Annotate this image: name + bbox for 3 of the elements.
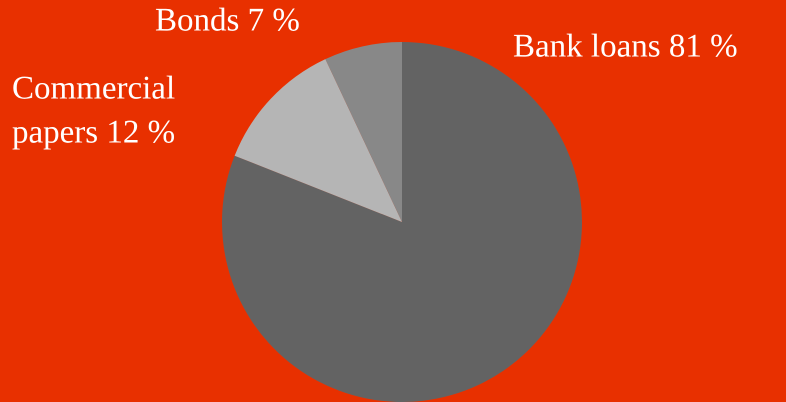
slice-label: Commercial papers 12 % bbox=[12, 70, 176, 151]
slice-label: Bank loans 81 % bbox=[513, 28, 738, 65]
slice-label: Bonds 7 % bbox=[155, 2, 300, 39]
